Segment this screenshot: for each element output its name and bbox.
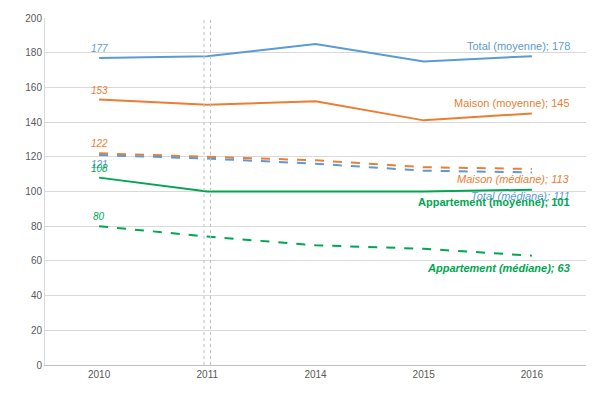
svg-text:153: 153 [91,85,108,96]
svg-text:2011: 2011 [197,369,219,380]
svg-text:177: 177 [91,43,108,54]
svg-text:121: 121 [91,159,108,170]
svg-text:Maison (moyenne); 145: Maison (moyenne); 145 [454,97,570,109]
svg-text:40: 40 [31,290,43,301]
svg-text:2016: 2016 [521,369,544,380]
svg-text:Appartement (moyenne); 101: Appartement (moyenne); 101 [418,196,570,208]
svg-text:20: 20 [31,325,43,336]
svg-text:Maison (médiane); 113: Maison (médiane); 113 [457,173,570,185]
svg-text:0: 0 [36,360,42,371]
svg-text:120: 120 [25,151,42,162]
svg-text:Appartement (médiane); 63: Appartement (médiane); 63 [427,262,570,274]
svg-text:200: 200 [25,13,42,24]
svg-text:100: 100 [25,186,42,197]
svg-text:180: 180 [25,47,42,58]
svg-text:140: 140 [25,117,42,128]
svg-text:108: 108 [91,163,108,174]
svg-text:60: 60 [31,255,43,266]
svg-text:2010: 2010 [88,369,111,380]
svg-text:160: 160 [25,82,42,93]
svg-text:122: 122 [91,138,108,149]
svg-text:Total (moyenne); 178: Total (moyenne); 178 [467,40,570,52]
svg-text:Total (médiane); 111: Total (médiane); 111 [471,190,570,202]
svg-text:2014: 2014 [304,369,327,380]
svg-text:80: 80 [93,211,105,222]
svg-text:80: 80 [31,221,43,232]
svg-text:2015: 2015 [413,369,436,380]
